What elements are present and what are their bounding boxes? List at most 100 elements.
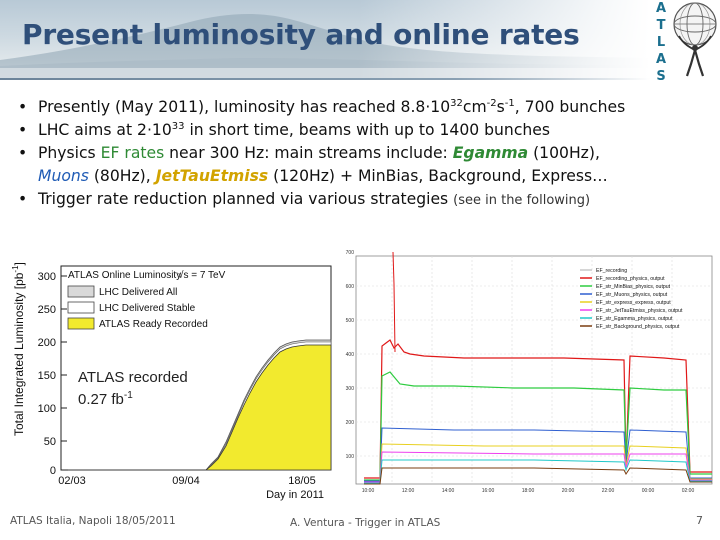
luminosity-plot: Total Integrated Luminosity [pb-1] 300 2… xyxy=(6,252,344,504)
lumi-legend-title: ATLAS Online Luminosity xyxy=(68,270,181,281)
bullet-text: (120Hz) + MinBias, Background, Express… xyxy=(268,167,608,185)
atlas-vertical-wordmark: A T L A S xyxy=(652,0,670,80)
bullet-text: near 300 Hz: main streams include: xyxy=(164,144,453,162)
egamma-highlight: Egamma xyxy=(452,144,529,162)
exponent: 33 xyxy=(171,121,185,132)
lumi-recorded-value: 0.27 fb-1 xyxy=(78,390,133,408)
rate-plot-frame xyxy=(355,255,713,485)
atlas-letter: A xyxy=(655,52,667,67)
lumi-y-tick: 50 xyxy=(44,436,56,448)
lumi-y-tick: 0 xyxy=(50,465,56,477)
bullet-text: Presently (May 2011), luminosity has rea… xyxy=(38,98,451,116)
bullet-text: in short time, beams with up to 1400 bun… xyxy=(184,121,550,139)
rate-x-tick: 18:00 xyxy=(522,488,535,494)
rate-y-tick: 700 xyxy=(346,250,355,256)
lumi-y-tick: 100 xyxy=(38,403,56,415)
footer-event: ATLAS Italia, Napoli 18/05/2011 xyxy=(10,515,176,527)
rate-trace-spike xyxy=(392,251,396,353)
rate-x-tick: 00:00 xyxy=(642,488,655,494)
bullet-trigger-reduction: • Trigger rate reduction planned via var… xyxy=(18,188,718,212)
trigger-rate-plot: 700 600 500 400 300 200 100 10:00 12:00 … xyxy=(334,248,716,504)
bullet-dot: • xyxy=(18,190,28,208)
rate-legend: EF_recording EF_recording_physics, outpu… xyxy=(580,268,683,330)
lumi-recorded-area xyxy=(68,344,332,471)
rate-x-tick: 10:00 xyxy=(362,488,375,494)
rate-y-tick: 300 xyxy=(346,386,355,392)
rate-x-tick: 12:00 xyxy=(402,488,415,494)
rate-trace-minbias xyxy=(364,371,712,481)
rate-trace-background xyxy=(364,467,712,485)
lumi-recorded-overlay: ATLAS recorded xyxy=(78,369,188,386)
slide-header: Present luminosity and online rates A T … xyxy=(0,0,720,80)
bullet-list: • Presently (May 2011), luminosity has r… xyxy=(18,96,718,212)
bullet-dot: • xyxy=(18,144,28,162)
rate-legend-label: EF_str_Background_physics, output xyxy=(596,324,680,330)
rate-legend-label: EF_recording_physics, output xyxy=(596,276,665,282)
bullet-text: cm xyxy=(462,98,487,116)
lumi-x-tick: 09/04 xyxy=(172,475,200,487)
exponent: 32 xyxy=(450,98,463,109)
bullet-text: , 700 bunches xyxy=(514,98,626,116)
lumi-y-tick: 250 xyxy=(38,304,56,316)
footer-author: A. Ventura - Trigger in ATLAS xyxy=(290,517,441,529)
bullet-text: s xyxy=(496,98,505,116)
bullet-luminosity: • Presently (May 2011), luminosity has r… xyxy=(18,96,718,119)
lumi-legend-label: LHC Delivered Stable xyxy=(99,303,196,314)
header-landscape-photo xyxy=(0,0,650,80)
atlas-letter: T xyxy=(656,18,666,33)
see-following-note: (see in the following) xyxy=(453,193,591,208)
lumi-y-tick: 300 xyxy=(38,271,56,283)
lumi-x-tick: 18/05 xyxy=(288,475,316,487)
lumi-y-axis-label: Total Integrated Luminosity [pb-1] xyxy=(11,262,26,436)
rate-y-tick: 600 xyxy=(346,284,355,290)
rate-y-tick: 500 xyxy=(346,318,355,324)
rate-x-tick: 02:00 xyxy=(682,488,695,494)
exponent: -2 xyxy=(486,98,497,109)
rate-x-tick: 22:00 xyxy=(602,488,615,494)
trigger-rate-plot-svg: 700 600 500 400 300 200 100 10:00 12:00 … xyxy=(334,248,716,504)
bullet-text: (100Hz), xyxy=(528,144,600,162)
rate-legend-label: EF_str_JetTauEtmiss_physics, output xyxy=(596,308,683,314)
bullet-ef-rates: • Physics EF rates near 300 Hz: main str… xyxy=(18,142,718,188)
lumi-legend-label: LHC Delivered All xyxy=(99,287,177,298)
atlas-letter: L xyxy=(656,35,666,50)
bullet-text: (80Hz), xyxy=(88,167,156,185)
lumi-x-axis-label: Day in 2011 xyxy=(266,489,324,501)
rate-legend-label: EF_recording xyxy=(596,268,627,274)
luminosity-plot-svg: Total Integrated Luminosity [pb-1] 300 2… xyxy=(11,262,332,501)
lumi-energy-label: √s = 7 TeV xyxy=(178,269,226,281)
page-title: Present luminosity and online rates xyxy=(22,18,580,51)
rate-x-tick: 16:00 xyxy=(482,488,495,494)
lumi-y-tick: 200 xyxy=(38,337,56,349)
muons-highlight: Muons xyxy=(38,167,89,185)
rate-trace-muons xyxy=(364,427,712,482)
lumi-legend-label: ATLAS Ready Recorded xyxy=(99,319,208,330)
exponent: -1 xyxy=(504,98,515,109)
lumi-legend-swatch xyxy=(67,317,95,330)
rate-legend-label: EF_str_Egamma_physics, output xyxy=(596,316,673,322)
rate-trace-recording-physics xyxy=(364,339,712,479)
atlas-titan-logo xyxy=(673,2,717,77)
rate-legend-label: EF_str_MinBias_physics, output xyxy=(596,284,671,290)
atlas-letter: S xyxy=(656,69,666,80)
header-fade xyxy=(0,0,650,80)
atlas-letter: A xyxy=(655,1,667,16)
bullet-text: Trigger rate reduction planned via vario… xyxy=(38,190,454,208)
bullet-continuation: Muons (80Hz), JetTauEtmiss (120Hz) + Min… xyxy=(38,165,718,188)
rate-y-tick: 400 xyxy=(346,352,355,358)
rate-trace-egamma xyxy=(364,459,712,484)
bullet-text: Physics xyxy=(38,144,101,162)
lumi-legend-swatch xyxy=(67,285,95,298)
rate-x-tick: 14:00 xyxy=(442,488,455,494)
bullet-dot: • xyxy=(18,121,28,139)
lumi-legend-swatch xyxy=(67,301,95,314)
rate-y-tick: 100 xyxy=(346,454,355,460)
rate-x-tick: 20:00 xyxy=(562,488,575,494)
rate-legend-label: EF_str_express_express, output xyxy=(596,300,671,306)
page-number: 7 xyxy=(696,514,703,527)
jettauetmiss-highlight: JetTauEtmiss xyxy=(155,167,269,185)
rate-legend-label: EF_str_Muons_physics, output xyxy=(596,292,668,298)
rate-y-tick: 200 xyxy=(346,420,355,426)
ef-rates-highlight: EF rates xyxy=(100,144,165,162)
bullet-dot: • xyxy=(18,98,28,116)
